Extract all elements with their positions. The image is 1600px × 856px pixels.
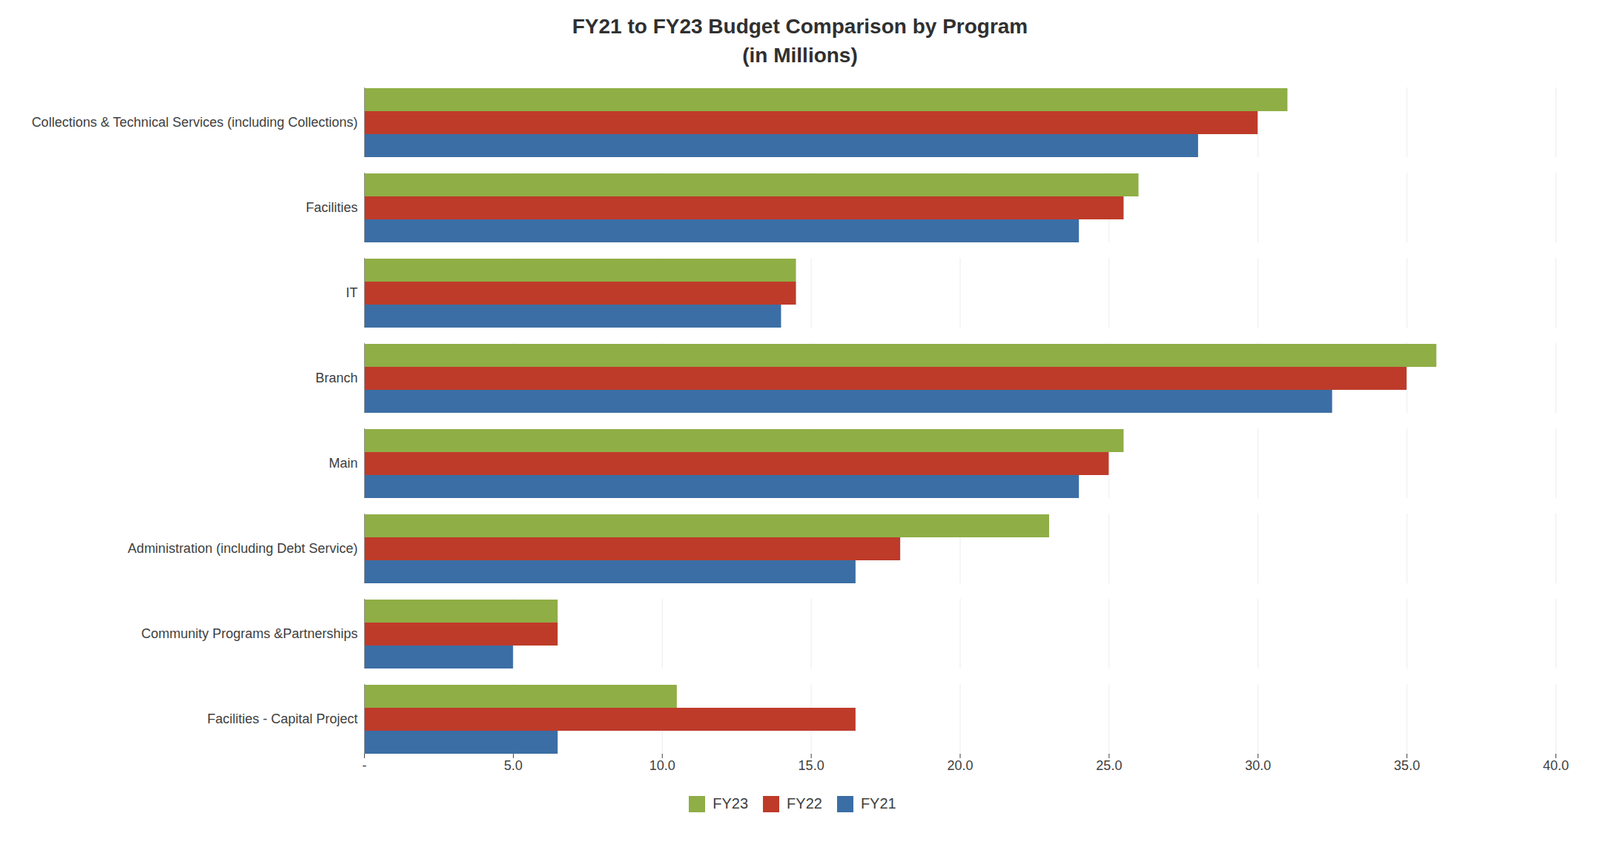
svg-text:20.0: 20.0 xyxy=(946,759,973,775)
svg-text:30.0: 30.0 xyxy=(1244,759,1271,775)
svg-text:25.0: 25.0 xyxy=(1095,759,1122,775)
svg-text:40.0: 40.0 xyxy=(1542,759,1569,775)
html-text:FY21 to FY23 Budget Comparison: FY21 to FY23 Budget Comparison by Progra… xyxy=(572,14,1028,67)
html-text:FY21: FY21 xyxy=(860,795,897,813)
svg-text:Main: Main xyxy=(328,456,358,472)
svg-text:35.0: 35.0 xyxy=(1393,759,1420,775)
svg-text:IT: IT xyxy=(346,286,359,302)
svg-text:10.0: 10.0 xyxy=(649,759,676,775)
html-text:FY22: FY22 xyxy=(786,795,823,813)
html-text:FY23: FY23 xyxy=(712,795,749,813)
svg-text:-: - xyxy=(362,759,368,775)
svg-text:Facilities: Facilities xyxy=(305,200,358,216)
svg-text:Branch: Branch xyxy=(315,371,358,387)
svg-text:Administration (including Debt: Administration (including Debt Service) xyxy=(127,541,358,557)
svg-text:5.0: 5.0 xyxy=(504,759,523,775)
svg-text:Facilities - Capital Project: Facilities - Capital Project xyxy=(206,712,358,728)
svg-text:Collections & Technical Servic: Collections & Technical Services (includ… xyxy=(31,115,359,131)
svg-text:Community Programs &Partnershi: Community Programs &Partnerships xyxy=(140,627,358,643)
svg-text:15.0: 15.0 xyxy=(798,759,825,775)
